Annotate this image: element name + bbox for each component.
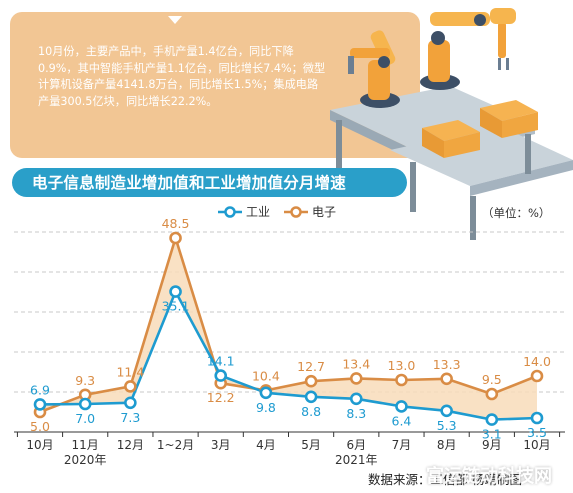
chart-title-bar (12, 168, 407, 197)
legend-label-industry: 工业 (246, 205, 271, 219)
watermark: 富运链动科技网 (426, 466, 552, 487)
data-point-industry (349, 392, 363, 406)
data-point-industry (78, 397, 92, 411)
data-label-industry: 6.4 (392, 413, 412, 428)
source-note: 数据来源：工信部 杨靖制图 (368, 472, 522, 487)
legend: 工业 电子 (218, 203, 336, 220)
data-point-industry (259, 386, 273, 400)
data-point-electronics (124, 380, 137, 393)
x-tick-label: 11月 (72, 438, 99, 452)
legend-item-electronics: 电子 (284, 203, 336, 220)
data-label-industry: 6.9 (30, 382, 50, 397)
data-point-electronics (304, 374, 318, 388)
data-label-industry: 14.1 (207, 354, 235, 369)
data-label-industry: 3.5 (527, 425, 547, 440)
data-point-electronics (485, 387, 499, 401)
data-label-electronics: 13.3 (433, 357, 461, 372)
chart-title: 电子信息制造业增加值和工业增加值分月增速 (32, 174, 347, 192)
gap-area (40, 238, 537, 420)
data-point-electronics (349, 372, 363, 385)
data-point-electronics (395, 373, 408, 387)
legend-marker-industry (218, 205, 242, 218)
x-tick-label: 6月 (346, 438, 366, 452)
data-label-industry: 9.8 (256, 400, 276, 415)
x-tick-label: 1~2月 (157, 438, 194, 452)
x-tick-label: 5月 (301, 438, 321, 452)
data-point-electronics (530, 369, 544, 383)
x-tick-label: 10月 (26, 438, 53, 452)
unit-label: （单位：%） (482, 206, 551, 220)
data-point-industry (304, 390, 318, 404)
data-label-industry: 35.1 (162, 299, 190, 314)
data-label-electronics: 13.0 (388, 358, 416, 373)
data-label-electronics: 13.4 (342, 356, 370, 371)
data-point-industry (33, 398, 47, 411)
data-label-electronics: 14.0 (523, 354, 551, 369)
data-point-industry (169, 285, 182, 298)
data-label-electronics: 9.5 (482, 372, 502, 387)
x-tick-label: 10月 (523, 438, 550, 452)
data-point-electronics (440, 372, 453, 386)
data-label-electronics: 12.2 (207, 390, 235, 405)
data-label-industry: 8.8 (301, 404, 321, 419)
data-label-electronics: 9.3 (75, 373, 95, 388)
year-label: 2021年 (335, 453, 378, 467)
robot-arm-illustration (330, 8, 573, 240)
x-tick-label: 9月 (482, 438, 502, 452)
data-label-industry: 7.0 (75, 411, 95, 426)
data-point-industry (124, 396, 137, 410)
data-label-electronics: 10.4 (252, 368, 280, 383)
legend-marker-electronics (284, 205, 309, 218)
series-line-industry (39, 290, 538, 421)
data-point-industry (214, 369, 228, 382)
data-label-electronics: 5.0 (30, 419, 50, 434)
data-point-industry (485, 413, 499, 426)
x-tick-label: 3月 (211, 438, 231, 452)
x-tick-label: 8月 (437, 438, 457, 452)
series-line-electronics (39, 236, 538, 414)
summary-text: 10月份，主要产品中，手机产量1.4亿台，同比下降0.9%，其中智能手机产量1.… (38, 45, 326, 108)
x-tick-label: 12月 (117, 438, 144, 452)
x-tick-label: 4月 (256, 438, 276, 452)
data-label-electronics: 48.5 (162, 216, 190, 231)
data-point-electronics (169, 231, 182, 245)
data-label-industry: 3.1 (482, 427, 502, 442)
x-tick-label: 7月 (392, 438, 412, 452)
summary-card (10, 12, 420, 158)
data-label-electronics: 11.4 (116, 364, 144, 379)
data-label-electronics: 12.7 (297, 359, 325, 374)
legend-label-electronics: 电子 (312, 205, 337, 219)
data-label-industry: 8.3 (346, 406, 366, 421)
year-label: 2020年 (64, 453, 107, 467)
data-point-industry (530, 411, 544, 425)
card-notch (168, 16, 182, 24)
data-label-industry: 5.3 (437, 418, 457, 433)
data-label-industry: 7.3 (120, 410, 140, 425)
data-point-industry (395, 400, 408, 413)
data-point-industry (440, 404, 453, 418)
legend-item-industry: 工业 (218, 203, 270, 220)
